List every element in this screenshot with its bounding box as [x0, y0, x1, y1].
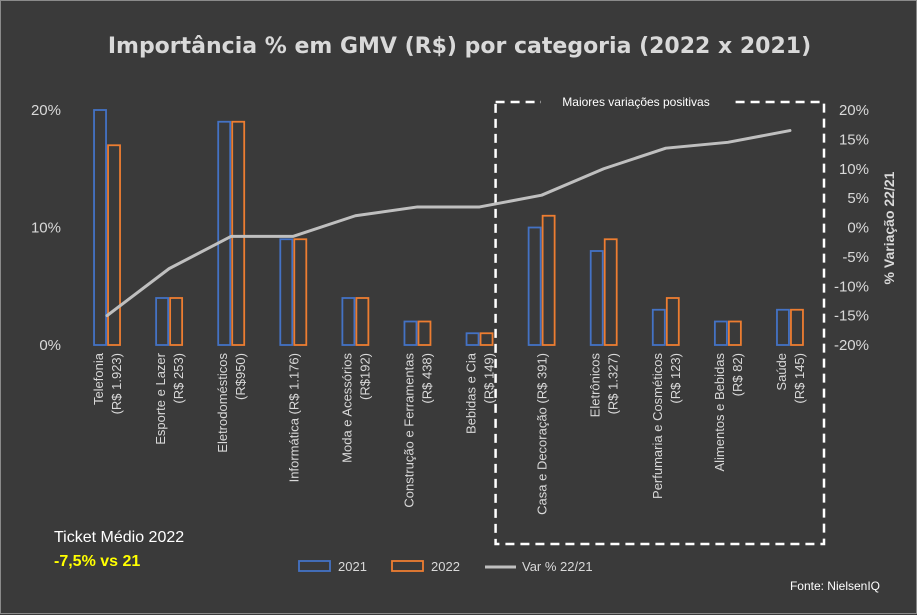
legend-label-var: Var % 22/21: [522, 559, 593, 574]
category-label: (R$ 438): [419, 353, 434, 404]
category-label: (R$950): [233, 353, 248, 400]
legend-swatch-2022: [391, 560, 424, 572]
left-axis-tick-label: 20%: [31, 102, 61, 119]
right-axis-tick-label: -10%: [834, 278, 869, 295]
category-label: Casa e Decoração (R$ 391): [535, 353, 550, 515]
right-axis-tick-label: 10%: [839, 161, 869, 178]
bar-2022: [169, 297, 184, 346]
bar-2022: [355, 297, 370, 346]
bar-2022: [790, 308, 804, 346]
category-label: Informática (R$ 1.176): [286, 353, 301, 482]
bar-2022: [231, 120, 246, 346]
bar-2021: [713, 320, 728, 346]
bar-2022: [479, 332, 494, 346]
right-axis-tick-label: -20%: [834, 337, 869, 354]
bar-2022: [603, 238, 618, 346]
left-axis-tick-label: 10%: [31, 220, 61, 237]
bar-2021: [465, 332, 480, 346]
category-label: Alimentos e Bebidas: [712, 353, 727, 472]
source-note: Fonte: NielsenIQ: [789, 579, 880, 593]
bar-2022: [293, 238, 308, 346]
bar-2022: [417, 320, 432, 346]
bar-2021: [527, 226, 542, 346]
category-label: Saúde: [774, 353, 789, 391]
bar-2021: [341, 297, 356, 346]
bar-2021: [776, 308, 790, 346]
legend-swatch-2021: [298, 560, 331, 572]
bar-2021: [279, 238, 294, 346]
highlight-box: [494, 100, 826, 546]
right-axis-tick-label: -15%: [834, 308, 869, 325]
bar-2022: [665, 297, 680, 346]
category-label: Moda e Acessórios: [339, 353, 354, 463]
bar-2022: [541, 214, 556, 346]
bar-2021: [155, 297, 170, 346]
bar-2022: [107, 144, 121, 346]
highlight-label: Maiores variações positivas: [562, 95, 709, 109]
category-label: (R$ 82): [730, 353, 745, 396]
category-label: Esporte e Lazer: [153, 352, 168, 444]
category-label: (R$ 253): [171, 353, 186, 404]
highlight-label-background: [541, 92, 731, 112]
category-label: Telefonia: [91, 352, 106, 405]
category-label: Eletrodomésticos: [215, 353, 230, 453]
category-label: (R$ 149): [482, 353, 497, 404]
line-var: [105, 129, 792, 318]
right-axis-tick-label: 15%: [839, 131, 869, 148]
category-label: Bebidas e Cia: [464, 352, 479, 434]
category-label: (R$ 1.923): [109, 353, 124, 414]
category-label: Construção e Ferramentas: [401, 353, 416, 508]
category-label: (R$ 123): [668, 353, 683, 404]
right-axis-tick-label: 5%: [847, 190, 869, 207]
bar-2021: [589, 250, 604, 346]
bar-2021: [651, 308, 666, 346]
ticket-value: -7,5% vs 21: [54, 553, 141, 570]
category-label: (R$ 1.327): [606, 353, 621, 414]
category-label: (R$192): [357, 353, 372, 400]
chart-title: Importância % em GMV (R$) por categoria …: [107, 34, 812, 59]
legend-label-2021: 2021: [338, 559, 367, 574]
bar-2021: [403, 320, 418, 346]
right-axis-tick-label: 20%: [839, 102, 869, 119]
left-axis-tick-label: 0%: [39, 337, 61, 354]
legend-label-2022: 2022: [431, 559, 460, 574]
category-label: Eletrônicos: [588, 353, 603, 418]
right-axis-tick-label: 0%: [847, 220, 869, 237]
ticket-label: Ticket Médio 2022: [54, 529, 185, 546]
bar-2021: [93, 109, 107, 346]
category-label: (R$ 145): [792, 353, 807, 404]
bar-2022: [727, 320, 742, 346]
category-label: Perfumaria e Cosméticos: [650, 353, 665, 499]
bar-2021: [217, 120, 232, 346]
right-axis-tick-label: -5%: [842, 249, 869, 266]
right-axis-title: % Variação 22/21: [881, 171, 897, 284]
